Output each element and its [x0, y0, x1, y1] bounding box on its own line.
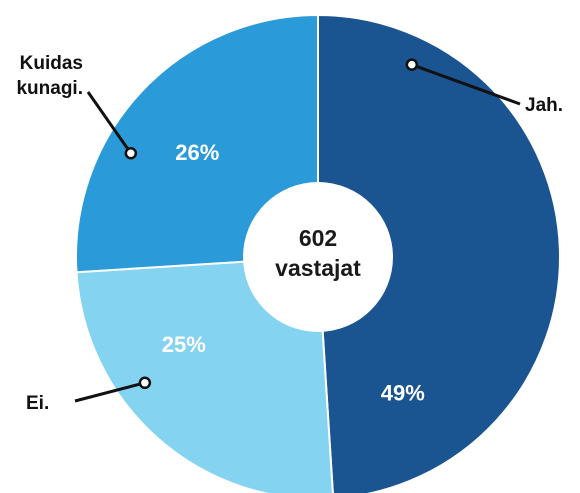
- slice-category-label-kuidas-kunagi: Kuidas kunagi.: [16, 53, 83, 99]
- callout-line-kuidas-kunagi: [86, 91, 133, 155]
- slice-category-label-jah: Jah.: [525, 95, 563, 116]
- callout-dot-jah: [405, 58, 419, 71]
- slice-category-label-ei: Ei.: [26, 393, 49, 414]
- slice-value-label-jah: 49%: [381, 381, 425, 406]
- center-caption: vastajat: [275, 255, 361, 281]
- chart-slices: [75, 13, 561, 493]
- slice-value-label-kuidas-kunagi: 26%: [175, 140, 219, 165]
- callout-line-ei: [74, 381, 146, 403]
- slice-ei: [75, 255, 334, 493]
- callout-dot-ei: [138, 376, 152, 390]
- slice-jah: [317, 13, 561, 493]
- slice-value-label-ei: 25%: [162, 332, 206, 357]
- callout-dot-kuidas-kunagi: [124, 147, 138, 160]
- donut-hole: [243, 182, 393, 332]
- center-number: 602: [299, 225, 337, 251]
- slice-kuidas-kunagi: [75, 13, 319, 274]
- chart-labels: 49% Jah. 25% Ei. 26% Kuidas kunagi.: [16, 53, 563, 414]
- callout-line-jah: [411, 63, 521, 106]
